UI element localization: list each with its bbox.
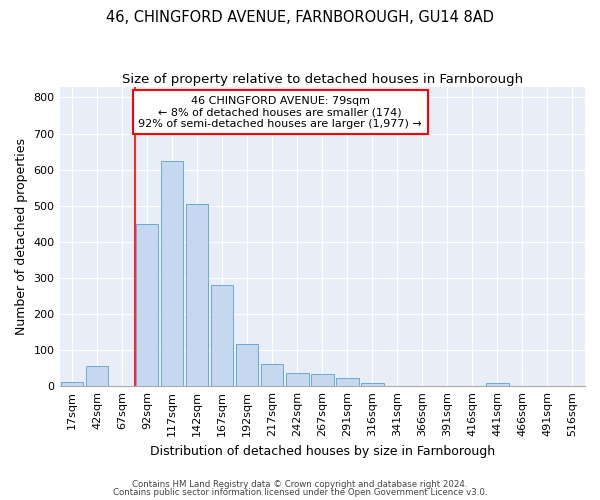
X-axis label: Distribution of detached houses by size in Farnborough: Distribution of detached houses by size … — [150, 444, 495, 458]
Text: Contains public sector information licensed under the Open Government Licence v3: Contains public sector information licen… — [113, 488, 487, 497]
Bar — [311, 374, 334, 386]
Bar — [211, 285, 233, 386]
Bar — [261, 364, 283, 386]
Bar — [61, 382, 83, 386]
Bar — [186, 204, 208, 386]
Text: Contains HM Land Registry data © Crown copyright and database right 2024.: Contains HM Land Registry data © Crown c… — [132, 480, 468, 489]
Y-axis label: Number of detached properties: Number of detached properties — [15, 138, 28, 335]
Bar — [336, 378, 359, 386]
Bar — [136, 224, 158, 386]
Bar — [86, 366, 109, 386]
Bar — [361, 382, 383, 386]
Bar — [486, 384, 509, 386]
Text: 46, CHINGFORD AVENUE, FARNBOROUGH, GU14 8AD: 46, CHINGFORD AVENUE, FARNBOROUGH, GU14 … — [106, 10, 494, 25]
Bar — [286, 373, 308, 386]
Title: Size of property relative to detached houses in Farnborough: Size of property relative to detached ho… — [122, 72, 523, 86]
Text: 46 CHINGFORD AVENUE: 79sqm
← 8% of detached houses are smaller (174)
92% of semi: 46 CHINGFORD AVENUE: 79sqm ← 8% of detac… — [139, 96, 422, 129]
Bar — [236, 344, 259, 386]
Bar — [161, 160, 184, 386]
